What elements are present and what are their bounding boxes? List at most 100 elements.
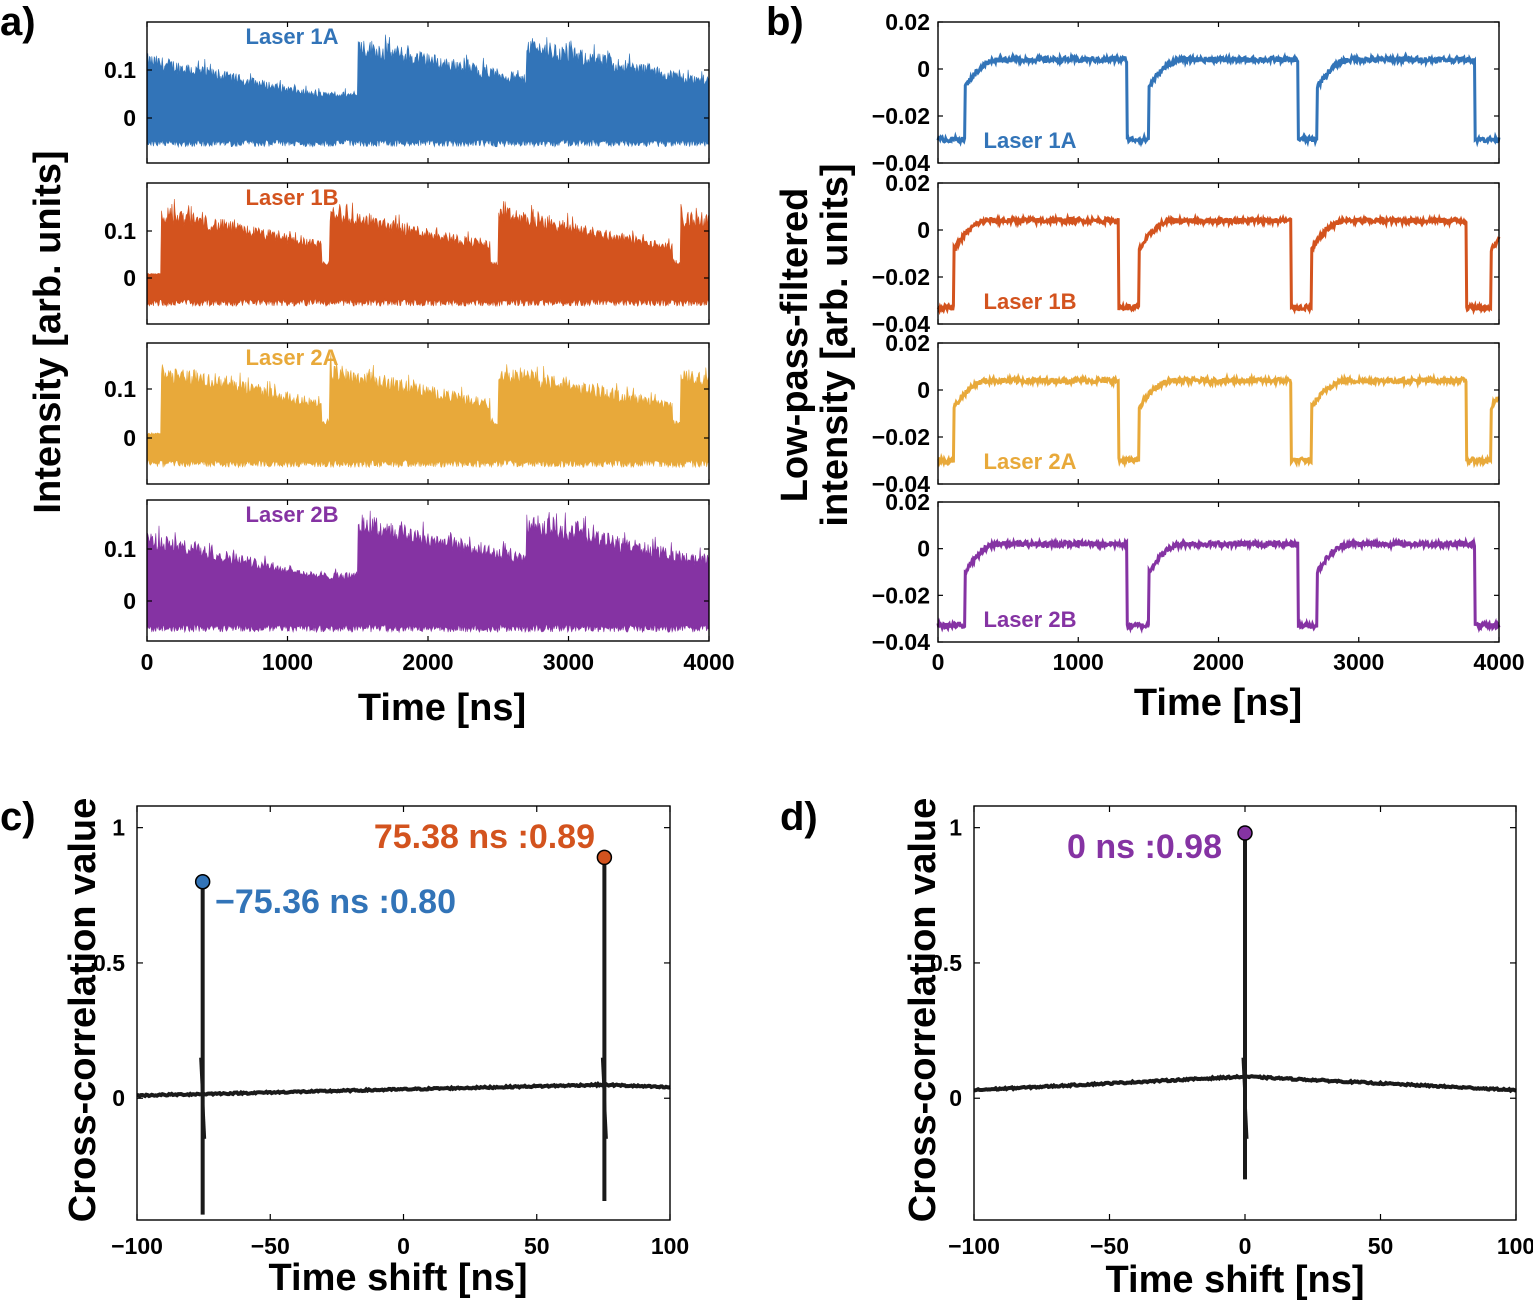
panel-b-axes-frame [937, 342, 1500, 485]
panel-a-axes-frame [146, 21, 710, 164]
panel-a-xtick-label: 3000 [543, 649, 594, 675]
panel-a-trace [146, 510, 710, 634]
panel-b-xtick-label: 4000 [1473, 649, 1524, 675]
panel-a-trace [146, 353, 710, 469]
panel-a-ytick-label: 0 [123, 425, 136, 451]
panel-d-xlabel: Time shift [ns] [1106, 1259, 1365, 1301]
panel-b-ytick-label: −0.04 [872, 629, 930, 655]
panel-b-series-label: Laser 1A [984, 128, 1077, 153]
panel-d: 0 ns :0.98 0 0.5 1 −100 −50 0 50 100 [930, 806, 1533, 1259]
panel-d-xtick-label: 0 [1239, 1233, 1252, 1259]
panel-c-xlabel: Time shift [ns] [269, 1257, 528, 1299]
panel-b-xlabel: Time [ns] [1134, 682, 1302, 724]
panel-c-peak-marker [194, 874, 211, 890]
panel-a-ytick-label: 0 [123, 588, 136, 614]
panel-a-axes-frame [146, 182, 710, 325]
panel-d-ylabel: Cross-correlation value [902, 798, 944, 1222]
panel-c-xtick-label: 0 [397, 1233, 410, 1259]
panel-tag-c: c) [0, 795, 36, 839]
panel-d-ytick-label: 1 [949, 815, 962, 841]
panel-c-spike-core [600, 1057, 608, 1139]
panel-d-xtick-label: −50 [1090, 1233, 1129, 1259]
panel-a-series-laser-1b: Laser 1B 0.1 0 [104, 183, 710, 324]
panel-c-ylabel: Cross-correlation value [62, 798, 104, 1222]
panel-c-xtick-label: −100 [111, 1233, 163, 1259]
panel-a-ytick-label: 0 [123, 265, 136, 291]
panel-a-trace [146, 198, 710, 308]
panel-a-series-laser-1a: Laser 1A 0.1 0 [104, 22, 710, 163]
panel-b-trace [936, 536, 1501, 634]
panel-b-series-laser-2a: Laser 2A 0.02 0 −0.02 −0.04 [872, 330, 1500, 497]
panel-b-ytick-label: −0.04 [872, 150, 930, 176]
panel-a-series-laser-2b: Laser 2B 0.1 0 [104, 500, 710, 641]
panel-b-ytick-label: 0 [917, 217, 930, 243]
panel-a-ytick-label: 0.1 [104, 536, 136, 562]
panel-b-xtick-label: 0 [932, 649, 945, 675]
panel-b-trace [937, 372, 1500, 469]
panel-d-ytick-label: 0 [949, 1085, 962, 1111]
panel-b-trace [936, 212, 1501, 316]
panel-c-axes-frame [136, 805, 671, 1221]
panel-c: −75.36 ns :0.80 75.38 ns :0.89 0 0.5 1 −100 −5… [93, 806, 689, 1259]
panel-a-series-label: Laser 1A [246, 24, 339, 49]
panel-a-axes-frame [146, 342, 710, 485]
panel-b-ylabel: Low-pass-filtered intensity [arb. units] [774, 163, 856, 526]
panel-c-peak-label: 75.38 ns :0.89 [374, 818, 595, 856]
panel-d-peak-marker [1237, 825, 1253, 841]
panel-a-ytick-label: 0.1 [104, 57, 136, 83]
panel-a-xtick-label: 1000 [262, 649, 313, 675]
panel-b-series-label: Laser 2A [984, 449, 1077, 474]
panel-b-axes-frame [937, 182, 1500, 325]
panel-d-spike-core [1241, 1057, 1249, 1139]
panel-a-axes-frame [146, 499, 710, 642]
panel-c-ytick-label: 0 [112, 1085, 125, 1111]
panel-b-xtick-label: 2000 [1193, 649, 1244, 675]
panel-tag-d: d) [780, 795, 818, 839]
panel-d-peak-label: 0 ns :0.98 [1067, 828, 1222, 866]
panel-b-series-laser-1b: Laser 1B 0.02 0 −0.02 −0.04 [872, 170, 1501, 337]
panel-b-series-laser-2b: Laser 2B 0.02 0 −0.02 −0.04 [872, 489, 1501, 655]
panel-b-ytick-label: 0.02 [885, 170, 930, 196]
panel-b-axes-frame [937, 501, 1500, 643]
panel-b-ytick-label: −0.04 [872, 311, 930, 337]
panel-a-ytick-label: 0.1 [104, 376, 136, 402]
panel-b-ytick-label: 0 [917, 536, 930, 562]
panel-b-ytick-label: −0.02 [872, 582, 930, 608]
panel-a-ytick-label: 0.1 [104, 218, 136, 244]
panel-b-ytick-label: 0.02 [885, 330, 930, 356]
panel-b-series-laser-1a: Laser 1A 0.02 0 −0.02 −0.04 [872, 9, 1501, 176]
panel-c-xtick-label: 100 [651, 1233, 689, 1259]
panel-c-ytick-label: 0.5 [93, 950, 125, 976]
panel-a-xtick-label: 4000 [683, 649, 734, 675]
panel-b-ytick-label: −0.02 [872, 103, 930, 129]
panel-b-ylabel-line1: Low-pass-filtered [774, 188, 816, 503]
panel-a-series-label: Laser 1B [246, 185, 339, 210]
panel-d-xtick-label: −100 [948, 1233, 1000, 1259]
panel-b-ytick-label: 0 [917, 56, 930, 82]
panel-b-ytick-label: −0.02 [872, 424, 930, 450]
panel-b-xtick-label: 1000 [1053, 649, 1104, 675]
panel-b-xtick-label: 3000 [1333, 649, 1384, 675]
panel-c-ytick-label: 1 [112, 815, 125, 841]
panel-b-series-label: Laser 1B [984, 289, 1077, 314]
panel-a-ytick-label: 0 [123, 105, 136, 131]
panel-d-xtick-label: 100 [1497, 1233, 1533, 1259]
panel-a-series-laser-2a: Laser 2A 0.1 0 [104, 343, 710, 484]
panel-tag-a: a) [0, 0, 36, 44]
panel-b-axes-frame [937, 21, 1500, 164]
panel-a-xlabel: Time [ns] [358, 687, 526, 729]
panel-c-spike-core [199, 1057, 207, 1139]
panel-a-trace [146, 34, 710, 148]
panel-d-axes-frame [973, 805, 1517, 1221]
panel-a-xtick-label: 2000 [402, 649, 453, 675]
panel-b-ytick-label: 0 [917, 377, 930, 403]
panel-c-xtick-label: −50 [251, 1233, 290, 1259]
panel-b-ytick-label: −0.02 [872, 264, 930, 290]
panel-c-peak-label: −75.36 ns :0.80 [215, 883, 456, 921]
panel-b-trace [936, 51, 1501, 148]
panel-a-ylabel: Intensity [arb. units] [27, 150, 69, 513]
